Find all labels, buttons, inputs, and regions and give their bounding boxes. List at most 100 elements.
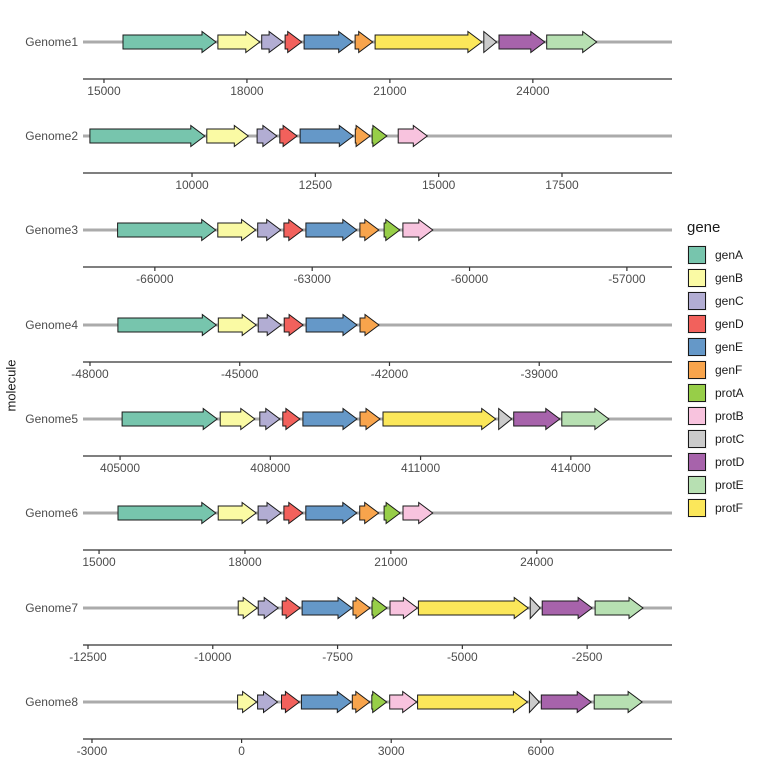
legend-key-swatch [687, 429, 707, 449]
genome-row: Genome2 10000 12500 15000 17500 [25, 124, 672, 192]
x-axis-tick-label: 21000 [374, 555, 408, 569]
genome-label: Genome2 [25, 129, 78, 143]
legend-item: protE [687, 475, 744, 495]
gene-arrow-genC [257, 218, 282, 242]
legend-item: genD [687, 314, 744, 334]
gene-arrow-protA [371, 690, 388, 714]
x-axis-tick-label: 18000 [228, 555, 262, 569]
legend-item-label: genD [715, 317, 744, 331]
genome-label: Genome7 [25, 601, 78, 615]
x-axis-tick-label: 405000 [100, 461, 140, 475]
genome-row: Genome7 -12500 -10000 -7500 -5000 -2500 [25, 596, 672, 664]
x-axis-tick-label: -57000 [608, 272, 646, 286]
genome-label: Genome5 [25, 412, 78, 426]
x-axis-tick-label: -63000 [294, 272, 332, 286]
x-axis-tick-label: 24000 [520, 555, 554, 569]
gene-arrow-genD [279, 124, 298, 148]
x-axis-tick-label: 17500 [545, 178, 579, 192]
legend-item-label: genC [715, 294, 744, 308]
gene-arrow-genB [237, 596, 259, 620]
swatch-color-genC [688, 292, 706, 310]
gene-arrow-protB [397, 124, 429, 148]
swatch-color-protC [688, 430, 706, 448]
legend-key-swatch [687, 360, 707, 380]
x-axis-tick-label: 10000 [175, 178, 209, 192]
swatch-color-protE [688, 476, 706, 494]
gene-arrow-genB [217, 313, 258, 337]
gene-arrow-protD [498, 30, 546, 54]
gene-arrow-genC [261, 30, 284, 54]
legend-item: protD [687, 452, 744, 472]
legend-item-label: protB [715, 409, 744, 423]
swatch-color-genB [688, 269, 706, 287]
gene-arrow-genD [284, 30, 303, 54]
gene-arrow-protA [371, 596, 388, 620]
gene-arrow-genE [301, 596, 353, 620]
x-axis-tick-label: -5000 [447, 650, 478, 664]
x-axis-tick-label: 12500 [299, 178, 333, 192]
gene-arrow-genE [300, 690, 353, 714]
legend-item: genA [687, 245, 744, 265]
gene-arrow-genE [305, 501, 358, 525]
gene-arrow-protF [417, 690, 529, 714]
legend-item-label: genA [715, 248, 744, 262]
x-axis-tick-label: -39000 [521, 367, 559, 381]
legend-item-label: protF [715, 501, 744, 515]
x-axis-tick-label: -12500 [69, 650, 107, 664]
gene-arrow-protC [529, 596, 541, 620]
gene-arrow-genC [259, 407, 281, 431]
genome-row: Genome8 -3000 0 3000 6000 [25, 690, 672, 758]
gene-arrow-protF [374, 30, 483, 54]
gene-arrow-genB [217, 218, 257, 242]
x-axis-tick-label: -3000 [77, 744, 108, 758]
legend-item: protF [687, 498, 744, 518]
x-axis-tick-label: -45000 [221, 367, 259, 381]
gene-arrow-genF [359, 501, 380, 525]
gene-arrow-genC [257, 501, 282, 525]
gene-arrow-protC [483, 30, 498, 54]
swatch-color-genD [688, 315, 706, 333]
gene-arrow-genA [89, 124, 206, 148]
gene-arrow-genC [257, 313, 283, 337]
x-axis-tick-label: 414000 [551, 461, 591, 475]
gene-arrow-protE [546, 30, 598, 54]
gene-arrow-protB [402, 501, 434, 525]
legend-item-label: protE [715, 478, 744, 492]
x-axis-tick-label: 0 [238, 744, 245, 758]
swatch-color-protA [688, 384, 706, 402]
x-axis-tick-label: 24000 [516, 84, 550, 98]
genome-row: Genome3 -66000 -63000 -60000 -57000 [25, 218, 672, 286]
legend-item: protA [687, 383, 744, 403]
x-axis-tick-label: 6000 [527, 744, 554, 758]
legend-key-swatch [687, 337, 707, 357]
gene-arrow-genF [359, 313, 380, 337]
swatch-color-protD [688, 453, 706, 471]
legend-item: genE [687, 337, 744, 357]
legend-items: genA genB genC genD genE genF protA prot… [687, 245, 744, 518]
gene-arrow-genF [359, 407, 381, 431]
legend-title: gene [687, 219, 721, 236]
genome-row: Genome4 -48000 -45000 -42000 -39000 [25, 313, 672, 381]
y-axis-title: molecule [3, 359, 19, 412]
x-axis-tick-label: -60000 [451, 272, 489, 286]
swatch-color-protB [688, 407, 706, 425]
gene-arrow-protE [594, 596, 644, 620]
gene-arrow-protA [371, 124, 388, 148]
gene-arrow-genD [281, 690, 301, 714]
gene-arrow-genA [121, 407, 219, 431]
gene-arrow-protC [498, 407, 513, 431]
gene-arrow-genD [283, 313, 304, 337]
legend-key-swatch [687, 314, 707, 334]
swatch-color-genF [688, 361, 706, 379]
gene-arrow-protA [383, 218, 401, 242]
swatch-color-genA [688, 246, 706, 264]
swatch-color-genE [688, 338, 706, 356]
gene-arrow-protB [389, 690, 418, 714]
gene-arrow-genF [352, 596, 371, 620]
x-axis-tick-label: 3000 [378, 744, 405, 758]
genome-label: Genome1 [25, 35, 78, 49]
gene-arrow-genA [117, 218, 217, 242]
legend-key-swatch [687, 245, 707, 265]
